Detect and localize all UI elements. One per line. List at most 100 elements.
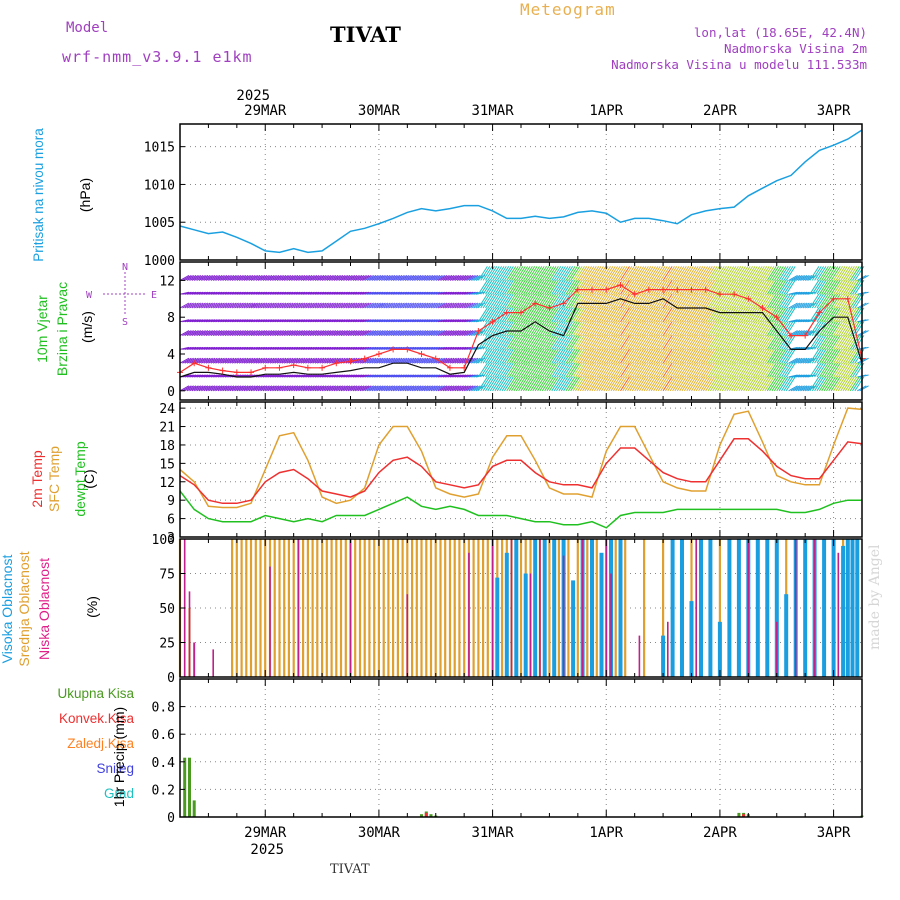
cloud-bar [845, 539, 850, 677]
wind-barb [830, 293, 841, 309]
wind-barb [835, 362, 846, 378]
wind-barb [243, 357, 254, 364]
wind-barb [369, 291, 379, 295]
wind-barb [437, 330, 448, 337]
wind-barb [835, 321, 846, 336]
wind-barb [506, 279, 517, 295]
wind-barb [624, 321, 635, 336]
wind-barb [534, 348, 545, 364]
wind-barb [390, 274, 401, 281]
wind-barb [584, 376, 595, 392]
wind-barb [302, 346, 313, 350]
wind-barb [620, 293, 630, 309]
ytick-label-wind: 12 [159, 274, 175, 289]
wind-barb [859, 319, 869, 323]
wind-barb [203, 357, 213, 364]
wind-barb [257, 274, 268, 281]
precip-bar [192, 800, 196, 817]
wind-barb [300, 274, 311, 281]
wind-barb [676, 266, 687, 281]
cloud-bar [595, 539, 598, 677]
wind-barb [693, 266, 704, 281]
wind-barb [321, 291, 332, 295]
wind-barb [293, 330, 303, 337]
wind-barb [456, 274, 467, 281]
wind-barb [399, 274, 410, 281]
wind-barb [426, 330, 436, 337]
wind-barb [847, 362, 858, 378]
wind-barb [416, 385, 427, 392]
wind-barb [369, 302, 379, 309]
wind-barb [558, 348, 569, 364]
wind-barb [660, 335, 671, 350]
wind-barb [305, 357, 315, 364]
wind-barb [681, 362, 692, 378]
wind-barb [847, 335, 858, 350]
wind-barb [501, 348, 512, 364]
wind-barb [655, 335, 666, 350]
wind-barb [234, 302, 244, 309]
wind-barb [797, 302, 808, 309]
wind-barb [721, 307, 732, 323]
wind-barb [452, 374, 462, 378]
wind-barb [440, 330, 450, 337]
wind-barb [565, 335, 576, 350]
wind-barb [328, 274, 339, 281]
wind-barb [272, 357, 282, 364]
wind-barb [695, 362, 706, 378]
wind-barb [826, 279, 836, 295]
wind-barb [591, 307, 602, 323]
wind-barb [565, 279, 576, 295]
wind-barb [828, 348, 839, 364]
wind-barb [762, 266, 772, 281]
wind-barb [231, 319, 242, 323]
wind-barb [740, 362, 751, 378]
wind-barb [740, 279, 751, 295]
wind-barb [695, 376, 706, 392]
wind-barb [811, 376, 822, 392]
wind-barb [627, 307, 638, 323]
wind-barb [404, 330, 415, 337]
wind-barb [593, 279, 604, 295]
wind-barb [307, 274, 318, 281]
cloud-bar [523, 573, 528, 677]
wind-barb [381, 357, 391, 364]
wind-barb [695, 321, 706, 336]
wind-barb [471, 274, 481, 281]
wind-barb [821, 321, 832, 336]
wind-barb [579, 293, 590, 309]
wind-barb [243, 319, 254, 323]
wind-barb [589, 279, 600, 295]
wind-barb [641, 293, 652, 309]
wind-barb [452, 319, 462, 323]
wind-barb [193, 330, 204, 337]
wind-barb [620, 307, 630, 323]
wind-barb [560, 335, 571, 350]
wind-barb [492, 362, 503, 378]
wind-barb [648, 348, 659, 364]
wind-barb [719, 348, 730, 364]
wind-barb [754, 362, 765, 378]
wind-barb [771, 348, 782, 364]
xtick-label-bottom: 3APR [817, 825, 851, 841]
wind-barb [823, 266, 834, 281]
wind-barb [305, 274, 315, 281]
wind-barb [421, 330, 431, 337]
wind-barb [695, 335, 706, 350]
wind-barb [461, 374, 471, 378]
wind-barb [449, 274, 460, 281]
wind-barb [527, 307, 538, 323]
wind-barb [522, 293, 533, 309]
wind-barb [707, 293, 718, 309]
wind-barb [717, 279, 727, 295]
wind-barb [783, 321, 794, 336]
wind-barb [785, 279, 796, 295]
wind-barb [520, 266, 531, 281]
wind-barb [227, 330, 237, 337]
wind-barb [236, 385, 247, 392]
wind-barb [376, 385, 386, 392]
wind-barb [593, 348, 604, 364]
wind-barb [400, 291, 410, 295]
wind-barb [546, 376, 557, 392]
wind-barb [286, 330, 296, 337]
